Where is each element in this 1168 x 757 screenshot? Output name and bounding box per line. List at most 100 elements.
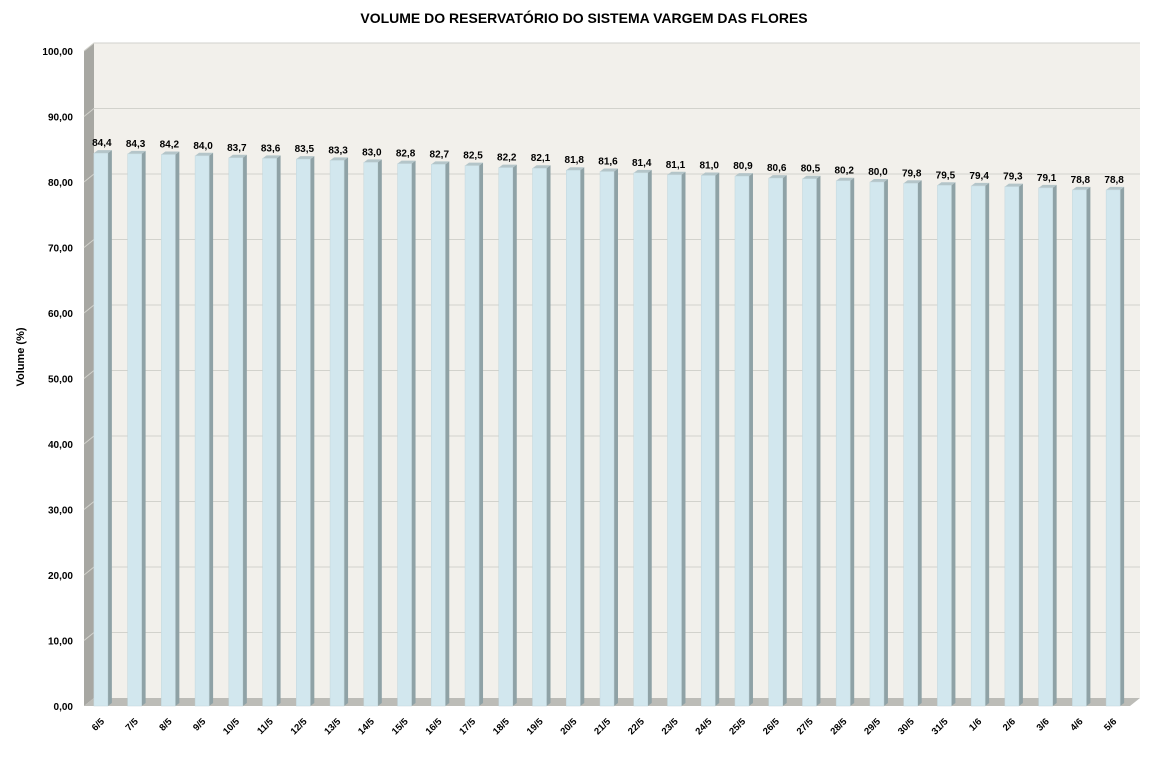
gridline: [83, 42, 1140, 52]
data-label: 83,6: [261, 143, 281, 154]
bar: [127, 153, 142, 707]
x-tick-label: 24/5: [693, 716, 714, 737]
x-tick-label: 15/5: [390, 716, 411, 737]
bar-side: [850, 177, 855, 706]
data-label: 80,2: [834, 166, 854, 177]
data-label: 82,8: [396, 149, 416, 160]
bar-top: [633, 169, 652, 173]
data-label: 81,0: [699, 160, 719, 171]
x-tick-label: 7/5: [124, 716, 142, 734]
bar-side: [377, 159, 382, 707]
bar: [1105, 189, 1121, 707]
x-tick-label: 25/5: [727, 716, 748, 737]
x-tick-label: 18/5: [491, 716, 512, 737]
bar-side: [1086, 186, 1091, 707]
bar-top: [802, 175, 821, 179]
bar-side: [344, 157, 349, 706]
data-label: 78,8: [1071, 175, 1091, 186]
bar-side: [1052, 184, 1057, 706]
bar-side: [715, 172, 720, 706]
bar-side: [209, 152, 214, 707]
x-tick-label: 10/5: [221, 716, 242, 737]
bar-top: [465, 162, 484, 166]
bar: [566, 169, 581, 707]
bar: [734, 175, 750, 707]
bar: [667, 174, 682, 707]
bar: [93, 152, 109, 707]
x-tick-label: 16/5: [424, 716, 445, 737]
x-tick-label: 11/5: [255, 716, 276, 737]
x-tick-label: 23/5: [660, 716, 681, 737]
bar-side: [276, 155, 281, 707]
bar-top: [701, 172, 720, 176]
bar-top: [1072, 186, 1091, 190]
y-tick-label: 50,00: [48, 375, 73, 386]
y-tick-label: 100,00: [42, 47, 73, 58]
data-label: 83,5: [295, 144, 315, 155]
bar-top: [498, 164, 517, 168]
y-tick-label: 30,00: [48, 506, 73, 517]
y-tick-label: 40,00: [48, 440, 73, 451]
x-tick-label: 22/5: [626, 716, 647, 737]
bar-side: [411, 160, 416, 706]
bar: [194, 155, 210, 707]
bar: [397, 163, 412, 707]
data-label: 79,8: [902, 168, 922, 179]
bar: [599, 171, 615, 707]
bar-top: [600, 168, 618, 172]
bar-side: [310, 156, 315, 706]
data-label: 82,5: [463, 151, 483, 162]
bar-top: [1106, 186, 1125, 190]
chart-title: VOLUME DO RESERVATÓRIO DO SISTEMA VARGEM…: [360, 10, 808, 26]
data-label: 80,0: [868, 167, 888, 178]
x-tick-label: 12/5: [289, 716, 310, 737]
bar: [329, 160, 345, 707]
data-label: 79,1: [1037, 173, 1057, 184]
bar: [262, 158, 277, 707]
gridline: [83, 108, 1140, 117]
bar: [1038, 187, 1053, 707]
data-label: 81,4: [632, 158, 652, 169]
data-label: 81,1: [666, 160, 686, 171]
x-tick-label: 13/5: [322, 716, 343, 737]
bar-side: [242, 154, 247, 706]
bar-top: [1038, 184, 1057, 188]
bar: [161, 154, 176, 707]
x-tick-label: 28/5: [828, 716, 849, 737]
data-label: 84,4: [92, 138, 112, 149]
bar: [1004, 186, 1020, 707]
bar-top: [937, 182, 956, 186]
bar-side: [748, 173, 753, 707]
bar-side: [816, 175, 821, 707]
y-tick-label: 80,00: [48, 178, 73, 189]
bar: [498, 167, 514, 707]
bar-side: [782, 175, 787, 706]
x-tick-label: 19/5: [525, 716, 546, 737]
bar-top: [397, 160, 416, 164]
bar-side: [445, 161, 450, 706]
bar-top: [532, 165, 551, 169]
bar: [768, 177, 783, 707]
bar-side: [883, 179, 888, 706]
bar-top: [667, 171, 686, 175]
bar-side: [512, 164, 517, 707]
bar-side: [917, 180, 922, 706]
data-label: 83,7: [227, 143, 247, 154]
bar-side: [681, 171, 686, 707]
x-tick-label: 17/5: [457, 716, 478, 737]
bar-top: [869, 179, 888, 182]
y-tick-label: 60,00: [48, 309, 73, 320]
bar-top: [768, 175, 787, 179]
bar: [869, 181, 885, 707]
bar-top: [566, 167, 585, 171]
bar-top: [836, 177, 855, 181]
data-label: 80,9: [733, 161, 753, 172]
bar: [633, 172, 648, 707]
data-label: 84,2: [160, 139, 180, 150]
data-label: 81,8: [565, 155, 585, 166]
bar: [532, 167, 547, 707]
bar-top: [195, 152, 214, 156]
data-label: 79,4: [969, 171, 989, 182]
